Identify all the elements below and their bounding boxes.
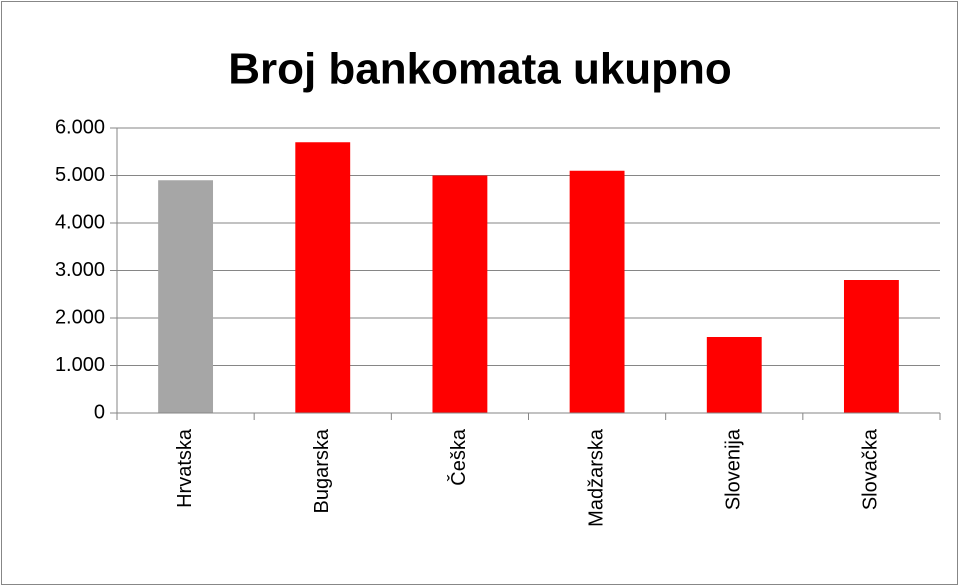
y-tick-label: 4.000 <box>55 211 105 233</box>
bar <box>158 180 214 413</box>
bar <box>569 170 625 413</box>
y-tick-label: 2.000 <box>55 306 105 328</box>
x-tick-label: Slovenija <box>723 428 745 510</box>
bar <box>295 142 351 413</box>
x-tick-label: Slovačka <box>860 428 882 510</box>
bar <box>432 175 488 413</box>
x-tick-label: Bugarska <box>311 428 333 513</box>
y-tick-label: 0 <box>94 401 105 423</box>
y-tick-label: 3.000 <box>55 259 105 281</box>
y-tick-label: 5.000 <box>55 164 105 186</box>
y-tick-label: 6.000 <box>55 116 105 138</box>
y-tick-label: 1.000 <box>55 354 105 376</box>
x-tick-label: Madžarska <box>585 428 607 527</box>
x-tick-label: Hrvatska <box>174 428 196 508</box>
bar <box>843 280 899 413</box>
chart-title: Broj bankomata ukupno <box>228 45 732 94</box>
bar <box>706 337 762 413</box>
x-tick-label: Češka <box>447 428 470 486</box>
